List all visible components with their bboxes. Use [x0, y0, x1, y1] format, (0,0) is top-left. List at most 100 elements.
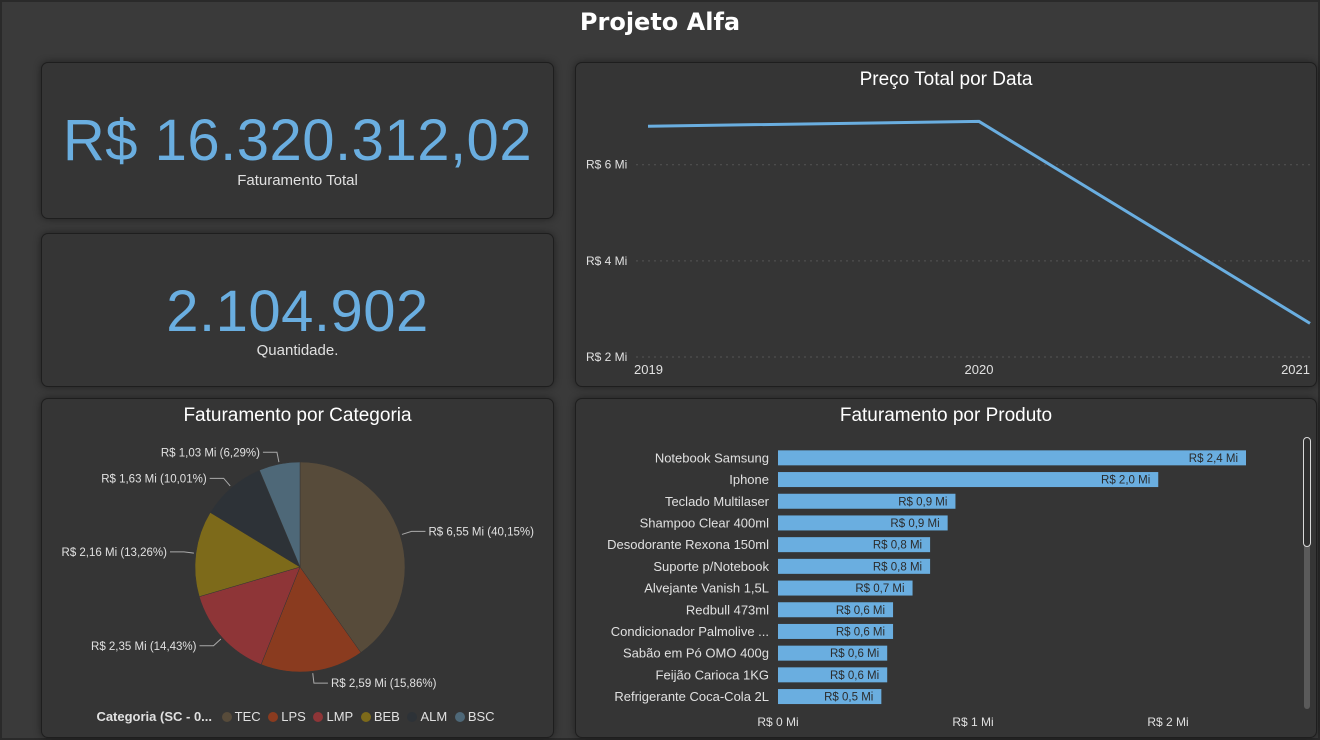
kpi-quantity-card[interactable]: 2.104.902 Quantidade.	[41, 233, 554, 387]
legend-swatch-tec	[221, 712, 232, 722]
bar-category-label: Refrigerante Coca-Cola 2L	[614, 689, 769, 704]
bar	[778, 515, 948, 531]
bar	[778, 472, 1159, 488]
line-y-tick-label: R$ 2 Mi	[586, 350, 627, 364]
bar-category-label: Alvejante Vanish 1,5L	[644, 581, 769, 596]
bar-chart-card[interactable]: Faturamento por Produto Notebook Samsung…	[575, 398, 1317, 738]
legend-swatch-bsc	[454, 712, 465, 722]
bar-x-tick-label: R$ 1 Mi	[952, 715, 993, 729]
bar-value-label: R$ 0,9 Mi	[898, 496, 947, 508]
bar-category-label: Notebook Samsung	[655, 450, 769, 465]
bar-x-tick-label: R$ 2 Mi	[1147, 715, 1188, 729]
bar-value-label: R$ 0,5 Mi	[824, 692, 873, 704]
legend-label-lps: LPS	[281, 709, 306, 724]
bar	[778, 493, 956, 509]
line-chart: R$ 6 Mi R$ 4 Mi R$ 2 Mi 2019 2020 2021	[586, 119, 1311, 377]
bar-value-label: R$ 0,6 Mi	[830, 670, 879, 682]
legend-item-beb[interactable]: BEB	[360, 709, 400, 724]
bar-value-label: R$ 0,8 Mi	[873, 540, 922, 552]
bar	[778, 450, 1246, 466]
bar-category-label: Suporte p/Notebook	[653, 559, 769, 574]
pie-leader-lmp	[199, 638, 222, 647]
pie-slice-tec	[299, 461, 406, 653]
pie-data-label-beb: R$ 2,16 Mi (13,26%)	[62, 547, 168, 559]
legend-swatch-lmp	[313, 712, 324, 722]
legend-label-bsc: BSC	[467, 709, 495, 724]
bar-value-label: R$ 0,7 Mi	[855, 583, 904, 595]
kpi-quantity-label: Quantidade.	[256, 342, 339, 359]
line-y-tick-label: R$ 4 Mi	[586, 254, 627, 268]
kpi-revenue-card[interactable]: R$ 16.320.312,02 Faturamento Total	[41, 62, 554, 219]
bar-value-label: R$ 0,6 Mi	[830, 648, 879, 660]
pie-chart-title: Faturamento por Categoria	[183, 405, 412, 426]
bar	[778, 623, 894, 639]
bar	[778, 537, 931, 553]
bar-category-label: Teclado Multilaser	[665, 494, 770, 509]
pie-slice-lps	[260, 566, 362, 673]
line-x-tick-label: 2021	[1281, 362, 1310, 377]
pie-chart-card[interactable]: Faturamento por Categoria R$ 6,55 Mi (40…	[41, 398, 554, 738]
bar-category-label: Condicionador Palmolive ...	[611, 624, 769, 639]
legend-item-bsc[interactable]: BSC	[454, 709, 495, 724]
legend-label-beb: BEB	[373, 709, 400, 724]
bar-x-tick-label: R$ 0 Mi	[757, 715, 798, 729]
pie-slice-bsc	[259, 461, 301, 568]
kpi-quantity-value: 2.104.902	[166, 279, 429, 344]
bar-chart-scroll-thumb[interactable]	[1303, 437, 1311, 547]
bar-value-label: R$ 0,6 Mi	[836, 626, 885, 638]
bar-value-label: R$ 0,6 Mi	[836, 605, 885, 617]
bar	[778, 602, 894, 618]
legend-swatch-lps	[268, 712, 279, 722]
legend-item-lps[interactable]: LPS	[268, 709, 306, 724]
legend-item-tec[interactable]: TEC	[221, 709, 261, 724]
pie-leader-bsc	[262, 451, 280, 463]
pie-leader-alm	[209, 477, 231, 487]
pie-legend: Categoria (SC - 0... TEC LPS LMP BEB ALM…	[42, 709, 553, 724]
bar	[778, 645, 888, 661]
bar-chart-title: Faturamento por Produto	[839, 405, 1053, 426]
page-title: Projeto Alfa	[579, 8, 741, 36]
pie-data-label-lmp: R$ 2,35 Mi (14,43%)	[91, 641, 197, 653]
legend-item-alm[interactable]: ALM	[407, 709, 447, 724]
bar-category-label: Iphone	[729, 472, 769, 487]
legend-swatch-beb	[360, 712, 371, 722]
pie-data-label-alm: R$ 1,63 Mi (10,01%)	[101, 473, 207, 485]
bar	[778, 667, 888, 683]
bar	[778, 580, 913, 596]
bar-category-label: Redbull 473ml	[686, 602, 769, 617]
kpi-revenue-label: Faturamento Total	[237, 172, 358, 189]
bar-value-label: R$ 2,0 Mi	[1101, 475, 1150, 487]
legend-item-lmp[interactable]: LMP	[313, 709, 353, 724]
bar-value-label: R$ 0,8 Mi	[873, 561, 922, 573]
legend-label-lmp: LMP	[326, 709, 354, 724]
bar	[778, 558, 931, 574]
pie-slice-lmp	[198, 566, 301, 665]
pie-leader-lps	[312, 673, 328, 684]
bar-category-label: Shampoo Clear 400ml	[640, 515, 769, 530]
line-y-tick-label: R$ 6 Mi	[586, 158, 627, 172]
legend-label-alm: ALM	[420, 709, 448, 724]
pie-chart: R$ 6,55 Mi (40,15%) R$ 2,59 Mi (15,86%) R$…	[62, 447, 535, 690]
bar-value-label: R$ 2,4 Mi	[1189, 453, 1238, 465]
line-x-tick-label: 2020	[965, 362, 994, 377]
legend-swatch-alm	[407, 712, 418, 722]
line-series	[647, 119, 1311, 325]
bar-chart-scrollbar[interactable]	[1303, 437, 1311, 709]
pie-data-label-bsc: R$ 1,03 Mi (6,29%)	[161, 447, 260, 459]
pie-leader-tec	[401, 530, 426, 535]
pie-slice-beb	[194, 512, 301, 597]
legend-title: Categoria (SC - 0...	[96, 709, 213, 724]
pie-leader-beb	[169, 551, 194, 554]
line-chart-title: Preço Total por Data	[859, 69, 1033, 90]
bar-category-label: Feijão Carioca 1KG	[656, 667, 769, 682]
bar-value-label: R$ 0,9 Mi	[890, 518, 939, 530]
line-chart-card[interactable]: Preço Total por Data R$ 6 Mi R$ 4 Mi R$ 2 …	[575, 62, 1317, 387]
bar-chart: Notebook Samsung R$ 2,4 Mi Iphone R$ 2,0 Mi…	[607, 450, 1246, 729]
pie-data-label-tec: R$ 6,55 Mi (40,15%)	[428, 526, 534, 538]
line-x-tick-label: 2019	[634, 362, 663, 377]
kpi-revenue-value: R$ 16.320.312,02	[62, 108, 533, 173]
pie-data-label-lps: R$ 2,59 Mi (15,86%)	[331, 678, 437, 690]
bar	[778, 689, 882, 705]
legend-label-tec: TEC	[234, 709, 261, 724]
